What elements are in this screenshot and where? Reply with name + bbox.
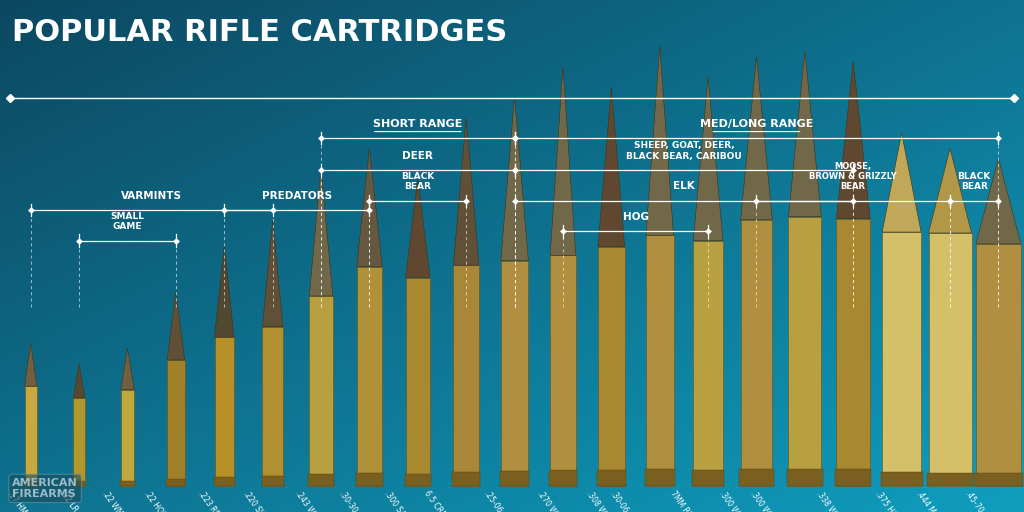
- Text: 6.5 CREEDMOOR: 6.5 CREEDMOOR: [422, 489, 466, 512]
- Polygon shape: [262, 220, 283, 327]
- Text: .375 H&H: .375 H&H: [873, 489, 902, 512]
- Bar: [837, 219, 870, 486]
- Bar: [550, 255, 575, 486]
- Text: .444 MARLIN: .444 MARLIN: [914, 489, 950, 512]
- Polygon shape: [25, 343, 37, 386]
- Text: VARMINTS: VARMINTS: [121, 190, 182, 201]
- Polygon shape: [740, 56, 772, 220]
- Text: BLACK
BEAR: BLACK BEAR: [401, 172, 434, 191]
- Bar: [740, 220, 772, 486]
- Polygon shape: [215, 246, 233, 337]
- Bar: [453, 472, 480, 486]
- Bar: [597, 471, 626, 486]
- Text: BLACK
BEAR: BLACK BEAR: [957, 172, 991, 191]
- Bar: [974, 473, 1023, 486]
- Bar: [262, 327, 283, 486]
- Bar: [881, 472, 923, 486]
- Text: DEER: DEER: [402, 151, 433, 161]
- Bar: [645, 469, 675, 486]
- Text: .243 WIN: .243 WIN: [294, 489, 322, 512]
- Text: .17 HMR: .17 HMR: [5, 489, 31, 512]
- Bar: [73, 481, 85, 486]
- Text: .308 WIN: .308 WIN: [584, 489, 611, 512]
- Polygon shape: [788, 51, 821, 217]
- Bar: [167, 360, 184, 486]
- Text: MED/LONG RANGE: MED/LONG RANGE: [699, 119, 813, 129]
- Bar: [549, 470, 577, 486]
- Bar: [404, 474, 431, 486]
- Text: SHEEP, GOAT, DEER,
BLACK BEAR, CARIBOU: SHEEP, GOAT, DEER, BLACK BEAR, CARIBOU: [626, 141, 741, 161]
- Bar: [355, 473, 383, 486]
- Polygon shape: [550, 67, 575, 255]
- Text: POPULAR RIFLE CARTRIDGES: POPULAR RIFLE CARTRIDGES: [12, 18, 508, 47]
- Polygon shape: [646, 46, 674, 236]
- Text: 7MM REM MAG: 7MM REM MAG: [668, 489, 709, 512]
- Text: .220 SWIFT: .220 SWIFT: [241, 489, 272, 512]
- Bar: [215, 337, 233, 486]
- Bar: [167, 479, 185, 486]
- Polygon shape: [837, 61, 870, 219]
- Bar: [883, 232, 922, 486]
- Text: .300 WEATHERBY MAG: .300 WEATHERBY MAG: [749, 489, 805, 512]
- Bar: [646, 236, 674, 486]
- Polygon shape: [598, 87, 625, 247]
- Text: .25-06 REM: .25-06 REM: [482, 489, 515, 512]
- Text: .22 WMR: .22 WMR: [100, 489, 127, 512]
- Bar: [976, 244, 1021, 486]
- Bar: [500, 471, 529, 486]
- Text: SMALL
GAME: SMALL GAME: [111, 212, 144, 231]
- Text: SHORT RANGE: SHORT RANGE: [373, 119, 463, 129]
- Text: .45-70 GOVT: .45-70 GOVT: [964, 489, 998, 512]
- Text: .22 HORNET: .22 HORNET: [142, 489, 176, 512]
- Bar: [739, 469, 773, 486]
- Polygon shape: [929, 148, 972, 233]
- Polygon shape: [454, 118, 479, 265]
- Text: .338 WIN MAG: .338 WIN MAG: [814, 489, 853, 512]
- Bar: [693, 241, 723, 486]
- Bar: [501, 261, 528, 486]
- Bar: [927, 473, 973, 486]
- Bar: [261, 476, 284, 486]
- Polygon shape: [167, 292, 184, 360]
- Bar: [25, 386, 37, 486]
- Bar: [787, 469, 822, 486]
- Polygon shape: [883, 133, 922, 232]
- Polygon shape: [74, 364, 85, 398]
- Bar: [835, 470, 871, 486]
- Text: .22 LR: .22 LR: [58, 489, 79, 512]
- Bar: [309, 296, 333, 486]
- Text: AMERICAN
FIREARMS: AMERICAN FIREARMS: [12, 478, 78, 499]
- Bar: [356, 267, 382, 486]
- Bar: [214, 477, 234, 486]
- Text: .30-06 SPRINGFIELD: .30-06 SPRINGFIELD: [608, 489, 659, 512]
- Polygon shape: [309, 169, 333, 296]
- Bar: [308, 474, 334, 486]
- Bar: [121, 390, 134, 486]
- Bar: [929, 233, 972, 486]
- Text: PREDATORS: PREDATORS: [262, 190, 332, 201]
- Polygon shape: [406, 179, 430, 278]
- Polygon shape: [121, 348, 134, 390]
- Bar: [25, 481, 37, 486]
- Text: .30-30 WIN: .30-30 WIN: [338, 489, 370, 512]
- Bar: [74, 398, 85, 486]
- Bar: [120, 481, 135, 486]
- Text: .300 SAVAGE: .300 SAVAGE: [382, 489, 418, 512]
- Bar: [406, 278, 430, 486]
- Text: .223 REM: .223 REM: [197, 489, 224, 512]
- Text: HOG: HOG: [623, 212, 648, 222]
- Text: .300 WIN MAG: .300 WIN MAG: [718, 489, 757, 512]
- Polygon shape: [356, 148, 382, 267]
- Polygon shape: [693, 77, 723, 241]
- Bar: [598, 247, 625, 486]
- Bar: [788, 217, 821, 486]
- Text: .270 WIN: .270 WIN: [536, 489, 563, 512]
- Bar: [454, 265, 479, 486]
- Polygon shape: [501, 97, 528, 261]
- Text: ELK: ELK: [673, 181, 694, 191]
- Polygon shape: [976, 159, 1021, 244]
- Text: MOOSE,
BROWN & GRIZZLY
BEAR: MOOSE, BROWN & GRIZZLY BEAR: [809, 162, 897, 191]
- Bar: [692, 470, 724, 486]
